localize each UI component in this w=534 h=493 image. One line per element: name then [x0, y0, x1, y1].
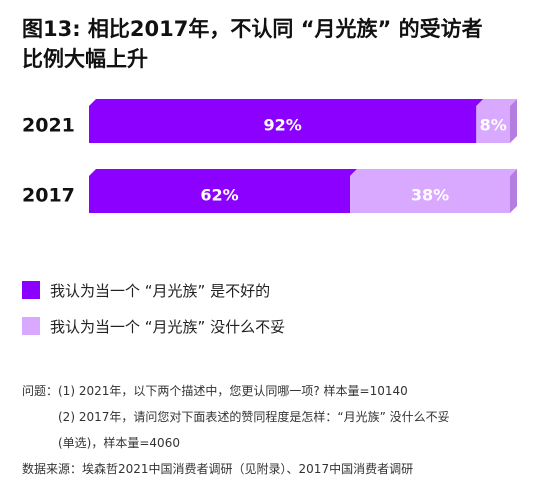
data-label-2017-s2: 38% — [411, 186, 449, 205]
category-label-2021: 2021 — [22, 115, 75, 137]
legend-label-2: 我认为当一个 “月光族” 没什么不妥 — [50, 317, 286, 336]
bar-top-2017-s2 — [350, 169, 517, 176]
bar-top-2021-s2 — [476, 99, 517, 106]
note-data-source: 数据来源：埃森哲2021中国消费者调研（见附录）、2017中国消费者调研 — [22, 462, 414, 476]
data-label-2021-s2: 8% — [480, 116, 507, 135]
chart-title: 图13: 相比2017年，不认同 “月光族” 的受访者 比例大幅上升 — [22, 14, 522, 74]
legend-item-1: 我认为当一个 “月光族” 是不好的 — [22, 279, 502, 301]
note-question-2-sample: (单选)，样本量=4060 — [58, 436, 180, 450]
chart-notes: 问题：(1) 2021年，以下两个描述中，您更认同哪一项? 样本量=10140 … — [22, 378, 527, 482]
legend-swatch-2 — [22, 317, 40, 335]
bar-top-2021-s1 — [89, 99, 484, 106]
bar-top-2017-s1 — [89, 169, 358, 176]
legend-label-1: 我认为当一个 “月光族” 是不好的 — [50, 281, 271, 300]
bar-side-2021 — [510, 99, 517, 143]
data-label-2021-s1: 92% — [264, 116, 302, 135]
category-label-2017: 2017 — [22, 185, 75, 207]
stacked-bar-chart: 2021 92% 8% 2017 62% 38% — [22, 99, 517, 213]
chart-title-line-2: 比例大幅上升 — [22, 47, 148, 71]
note-question-1: 问题：(1) 2021年，以下两个描述中，您更认同哪一项? 样本量=10140 — [22, 384, 408, 398]
legend-swatch-1 — [22, 281, 40, 299]
bar-2021-s1 — [89, 106, 477, 143]
bar-2017-s2 — [350, 176, 510, 213]
chart-title-line-1: 图13: 相比2017年，不认同 “月光族” 的受访者 — [22, 17, 483, 41]
bar-2021-s2 — [476, 106, 510, 143]
bar-side-2017 — [510, 169, 517, 213]
data-label-2017-s1: 62% — [200, 186, 238, 205]
legend-item-2: 我认为当一个 “月光族” 没什么不妥 — [22, 315, 502, 337]
note-question-2: (2) 2017年，请问您对下面表述的赞同程度是怎样：“月光族” 没什么不妥 — [58, 410, 450, 424]
bar-2017-s1 — [89, 176, 351, 213]
